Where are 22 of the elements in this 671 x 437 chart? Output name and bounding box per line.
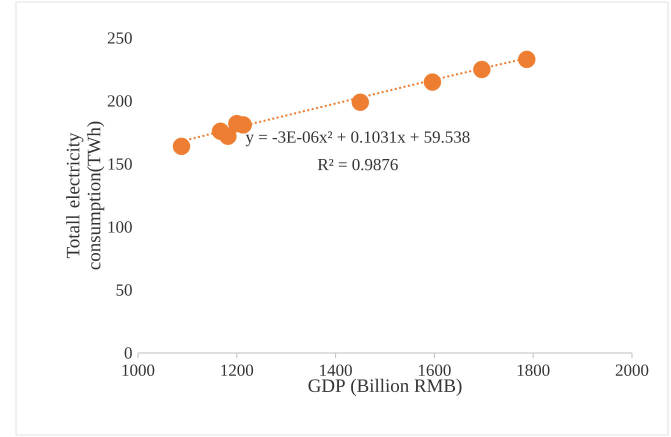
point [219,128,237,145]
x-tick-label: 1000 [122,364,154,376]
point [473,60,491,78]
y-tick-label: 0 [124,347,132,359]
annotation: y = -3E-06x² + 0.1031x + 59.538 [246,131,470,146]
y-tick-label: 150 [108,158,132,170]
annotation: R² = 0.9876 [318,158,398,170]
y-tick-label: 200 [108,95,132,107]
x-tick-label: 1800 [518,364,550,376]
x-tick-label: 2000 [616,364,648,376]
y-tick-label: 50 [116,284,132,296]
point [424,73,442,91]
x-tick-label: 1600 [418,364,451,376]
point [518,50,536,68]
x-tick-label: 1400 [320,364,352,376]
y-tick-label: 100 [108,221,132,233]
y-tick-label: 250 [108,32,132,44]
x-axis-title: GDP (Billion RMB) [308,378,462,396]
y-axis-title: Totall electricity consumption(TWh) [66,122,104,270]
point [352,94,370,111]
x-tick-label: 1200 [221,364,254,376]
point [172,138,190,156]
